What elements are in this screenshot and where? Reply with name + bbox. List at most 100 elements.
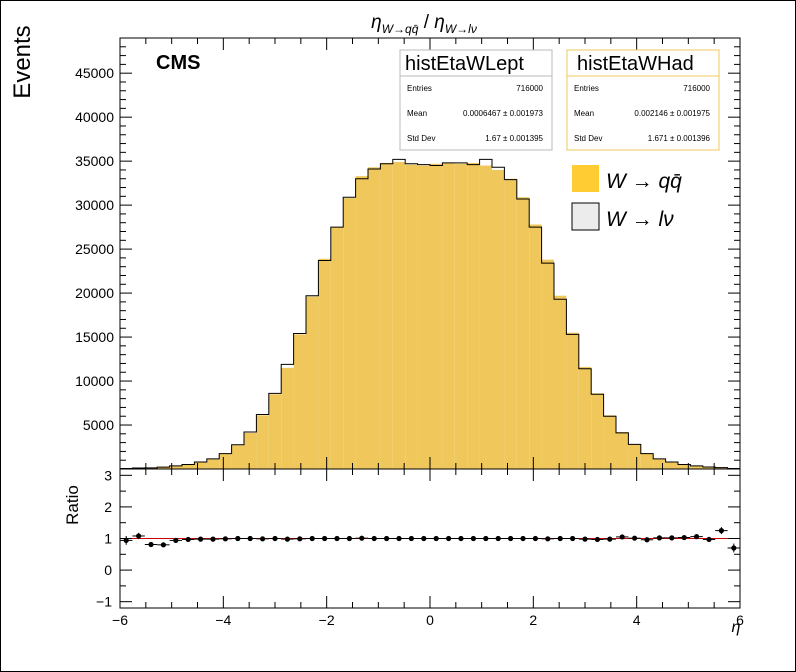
stats-lept-stddev-label: Std Dev (407, 134, 435, 143)
had-bar-3 (157, 466, 170, 469)
ratio-point-38 (591, 536, 604, 543)
legend-swatch-had (572, 165, 599, 192)
ratio-point-28 (467, 535, 480, 542)
ratio-points (120, 527, 740, 553)
had-bar-32 (516, 197, 530, 469)
had-bar-9 (231, 445, 244, 469)
had-bar-34 (541, 259, 554, 469)
main-ytick-label-0: 5000 (83, 417, 114, 433)
had-bar-28 (467, 162, 480, 469)
had-bar-43 (653, 458, 666, 469)
ratio-point-13 (281, 536, 294, 542)
had-bar-45 (678, 464, 691, 469)
had-bar-22 (392, 162, 406, 469)
stats-had-entries-label: Entries (574, 84, 599, 93)
main-ytick-label-3: 20000 (75, 285, 114, 301)
had-bar-48 (715, 467, 728, 469)
stats-had-mean-value: 0.002146 ± 0.001975 (634, 109, 710, 118)
ratio-xtick-label-1: −4 (215, 612, 231, 628)
main-ytick-label-4: 25000 (75, 241, 114, 257)
had-bar-27 (454, 163, 468, 470)
stats-box-lept: histEtaWLept Entries 716000 Mean 0.00064… (399, 49, 553, 151)
stats-lept-mean-value: 0.0006467 ± 0.001973 (463, 109, 544, 118)
ratio-point-23 (405, 535, 418, 542)
ratio-point-48 (715, 527, 728, 535)
ratio-point-8 (219, 536, 232, 542)
ratio-point-34 (541, 536, 554, 542)
stats-box-lept-title: histEtaWLept (405, 53, 524, 75)
had-bar-7 (206, 459, 220, 469)
cms-label: CMS (156, 52, 200, 74)
had-bar-37 (578, 366, 592, 469)
had-bar-33 (529, 224, 542, 469)
had-bar-14 (293, 334, 306, 469)
legend-label-lep: W → lν (606, 208, 674, 231)
ratio-point-3 (157, 542, 170, 548)
ratio-point-49 (727, 543, 740, 553)
had-bar-18 (343, 198, 356, 470)
ratio-point-26 (442, 535, 455, 542)
had-bar-26 (442, 162, 455, 469)
plot-title: ηW→qq̄ / ηW→lν (371, 12, 477, 36)
had-bar-47 (702, 466, 716, 469)
ratio-point-30 (492, 535, 505, 542)
had-bar-5 (182, 464, 195, 469)
had-bar-25 (430, 163, 443, 470)
ratio-point-6 (194, 536, 207, 542)
ratio-point-19 (355, 535, 368, 541)
ratio-point-36 (566, 535, 579, 542)
ratio-point-32 (516, 535, 530, 542)
ratio-xtick-label-5: 4 (633, 612, 641, 628)
had-bar-30 (492, 169, 505, 469)
stats-box-had-title: histEtaWHad (577, 53, 694, 75)
ratio-point-15 (306, 535, 319, 542)
ratio-point-20 (368, 535, 381, 542)
had-bar-44 (665, 462, 678, 469)
ratio-point-42 (640, 537, 654, 543)
main-ytick-label-1: 10000 (75, 373, 114, 389)
ratio-point-16 (318, 535, 331, 542)
ratio-x-tick-labels: −6 −4 −2 0 2 4 6 (112, 612, 744, 628)
main-ytick-label-8: 45000 (75, 65, 114, 81)
had-bar-36 (566, 332, 579, 469)
ratio-point-39 (603, 536, 616, 542)
ratio-ytick-label-3: 2 (104, 499, 112, 515)
ratio-point-5 (182, 536, 195, 543)
ratio-xtick-label-6: 6 (736, 612, 744, 628)
stats-lept-entries-label: Entries (407, 84, 432, 93)
ratio-xtick-label-4: 2 (529, 612, 537, 628)
had-bar-4 (169, 465, 182, 469)
ratio-y-axis-label: Ratio (63, 485, 82, 525)
legend: W → qq̄ W → lν (571, 165, 682, 231)
ratio-point-18 (343, 535, 356, 542)
main-ytick-label-7: 40000 (75, 109, 114, 125)
ratio-point-25 (430, 535, 443, 542)
ratio-xtick-label-3: 0 (426, 612, 434, 628)
ratio-point-22 (392, 535, 406, 542)
had-bar-31 (504, 178, 517, 470)
had-bar-6 (194, 462, 207, 469)
ratio-point-29 (479, 535, 492, 542)
ratio-ytick-label-1: 0 (104, 562, 112, 578)
ratio-xtick-label-0: −6 (112, 612, 128, 628)
had-bar-15 (306, 296, 319, 469)
ratio-point-2 (144, 541, 158, 548)
ratio-point-11 (256, 536, 269, 542)
main-ytick-label-2: 15000 (75, 329, 114, 345)
lep-histogram-outline (119, 158, 741, 469)
had-bar-10 (244, 432, 257, 469)
ratio-xtick-label-2: −2 (319, 612, 335, 628)
ratio-point-43 (653, 535, 666, 541)
ratio-point-17 (330, 535, 344, 542)
had-bar-24 (417, 165, 430, 469)
stats-lept-stddev-value: 1.67 ± 0.001395 (485, 134, 543, 143)
ratio-point-46 (690, 534, 703, 540)
ratio-point-47 (702, 536, 716, 543)
ratio-ytick-label-4: 3 (104, 467, 112, 483)
ratio-point-44 (665, 535, 678, 541)
had-bar-16 (318, 258, 331, 469)
ratio-point-10 (244, 535, 257, 542)
main-y-axis-label: Events (9, 25, 36, 98)
ratio-point-4 (169, 537, 182, 543)
had-bar-39 (603, 415, 616, 469)
